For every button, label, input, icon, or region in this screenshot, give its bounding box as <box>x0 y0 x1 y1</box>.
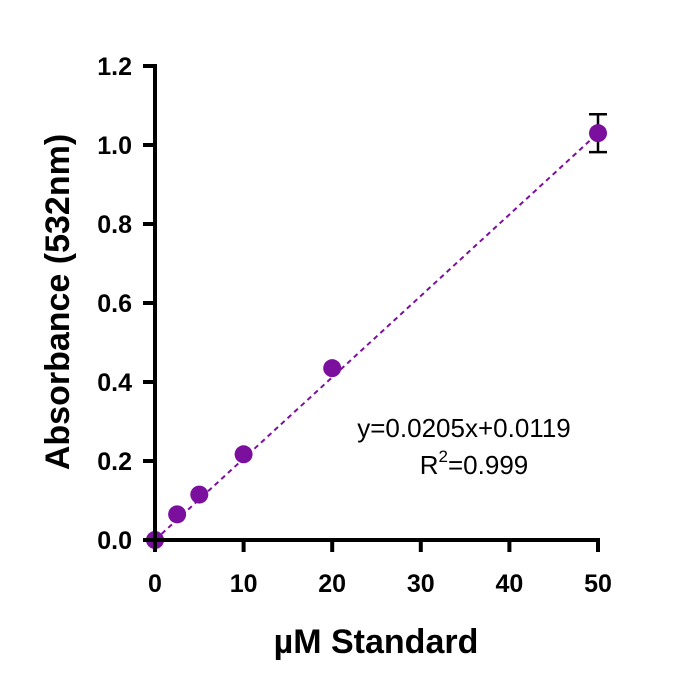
x-tick-label: 20 <box>318 570 346 598</box>
r-squared-superscript: 2 <box>439 447 448 466</box>
x-tick-label: 10 <box>230 570 258 598</box>
data-point <box>589 124 607 143</box>
y-ticks: 0.0 0.2 0.4 0.6 0.8 1.0 1.2 <box>97 53 155 555</box>
x-tick-label: 30 <box>407 570 435 598</box>
y-tick-label: 0.4 <box>97 369 132 397</box>
data-point <box>234 445 253 464</box>
x-tick-label: 0 <box>148 570 162 598</box>
y-tick-label: 0.8 <box>97 211 132 239</box>
data-point <box>190 485 209 504</box>
axes <box>153 64 600 542</box>
r-squared-suffix: =0.999 <box>448 450 528 480</box>
r-squared: R2=0.999 <box>420 447 529 480</box>
y-axis-title: Absorbance (532nm) <box>39 134 77 470</box>
y-tick-label: 1.0 <box>97 132 132 160</box>
x-tick-label: 40 <box>495 570 523 598</box>
data-point <box>168 505 187 524</box>
x-axis-title: µM Standard <box>274 623 479 661</box>
fit-equation: y=0.0205x+0.0119 <box>357 413 570 443</box>
r-squared-prefix: R <box>420 450 439 480</box>
x-ticks: 0 10 20 30 40 50 <box>148 540 612 598</box>
y-tick-label: 0.6 <box>97 290 132 318</box>
fit-line <box>154 132 599 541</box>
data-point <box>323 359 342 378</box>
fit-line-layer <box>154 132 599 541</box>
y-tick-label: 0.0 <box>97 527 132 555</box>
x-tick-label: 50 <box>584 570 612 598</box>
y-tick-label: 1.2 <box>97 53 132 81</box>
data-point-layer <box>146 124 607 549</box>
y-tick-label: 0.2 <box>97 448 132 476</box>
